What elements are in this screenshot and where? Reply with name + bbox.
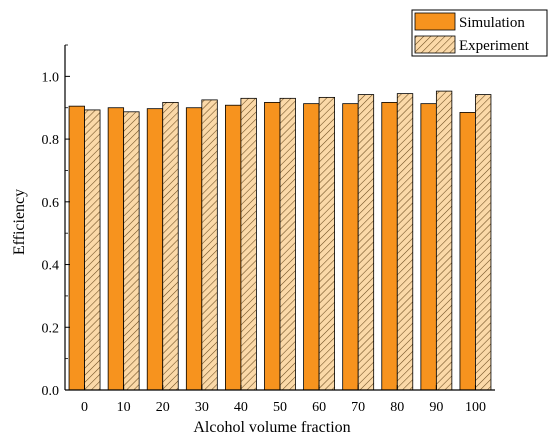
bar-simulation-0 — [68, 105, 85, 391]
bar-experiment-80 — [396, 93, 414, 391]
x-tick-label: 70 — [351, 400, 365, 415]
x-tick-label: 50 — [273, 400, 287, 415]
bar-simulation-100 — [459, 112, 476, 391]
legend-swatch-experiment — [414, 35, 456, 54]
y-tick-label: 0.0 — [42, 384, 60, 399]
y-tick-label: 0.8 — [42, 133, 60, 148]
x-tick-label: 60 — [312, 400, 326, 415]
bar-simulation-20 — [146, 108, 164, 391]
bar-experiment-90 — [435, 90, 453, 391]
bar-experiment-10 — [123, 111, 140, 391]
bar-simulation-70 — [342, 103, 359, 391]
x-tick-label: 40 — [234, 400, 248, 415]
bar-experiment-20 — [162, 101, 179, 391]
bar-experiment-0 — [84, 109, 101, 391]
bar-simulation-30 — [185, 107, 203, 391]
bar-experiment-50 — [279, 97, 296, 391]
x-axis-title: Alcohol volume fraction — [193, 419, 350, 436]
bar-simulation-90 — [420, 103, 437, 391]
y-tick-label: 0.2 — [42, 321, 60, 336]
y-axis-title: Efficiency — [11, 189, 28, 255]
bar-simulation-40 — [225, 104, 242, 391]
x-tick-label: 10 — [117, 400, 131, 415]
x-tick-label: 0 — [81, 400, 88, 415]
bar-experiment-100 — [475, 94, 492, 391]
legend: Simulation Experiment — [411, 9, 548, 57]
bar-simulation-80 — [381, 101, 398, 391]
x-tick-label: 20 — [156, 400, 170, 415]
y-tick-label: 1.0 — [42, 70, 60, 85]
x-tick-label: 100 — [465, 400, 486, 415]
bar-simulation-10 — [107, 107, 125, 391]
legend-label-simulation: Simulation — [459, 15, 525, 31]
bar-experiment-60 — [318, 96, 335, 391]
bar-simulation-60 — [303, 103, 320, 391]
bar-simulation-50 — [264, 101, 281, 391]
bar-experiment-70 — [357, 94, 375, 391]
bar-experiment-40 — [240, 97, 257, 391]
axes-layer: 0.0 0.2 0.4 0.6 0.8 1.0 0 10 20 30 40 50 60 70 80 90 100 — [42, 44, 495, 415]
y-tick-label: 0.6 — [42, 196, 60, 211]
x-tick-label: 90 — [429, 400, 443, 415]
bar-experiment-30 — [201, 99, 218, 391]
legend-label-experiment: Experiment — [459, 38, 530, 54]
x-tick-label: 30 — [195, 400, 209, 415]
x-tick-label: 80 — [390, 400, 404, 415]
legend-swatch-simulation — [414, 12, 456, 31]
y-tick-label: 0.4 — [42, 259, 60, 274]
bars-layer — [68, 90, 492, 391]
